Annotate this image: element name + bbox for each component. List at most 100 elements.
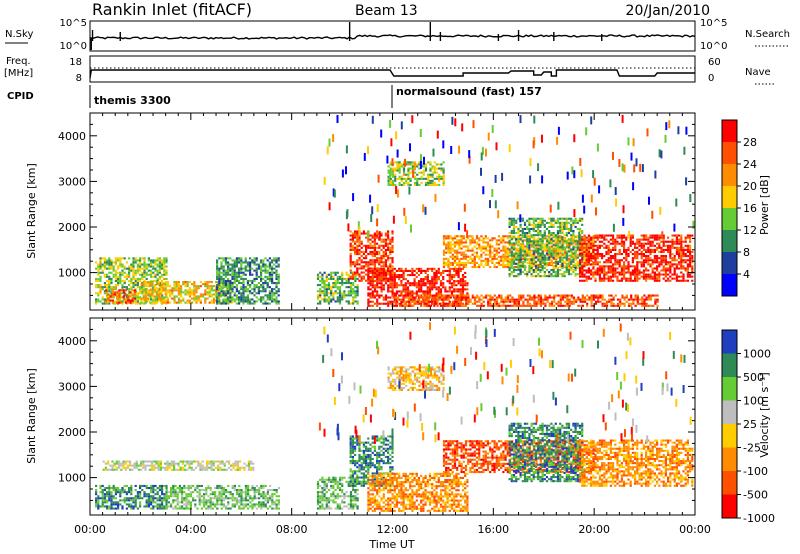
data-cell — [656, 300, 659, 303]
data-cell — [380, 259, 383, 262]
data-cell — [218, 298, 221, 301]
data-cell — [614, 259, 617, 262]
data-cell — [435, 271, 438, 274]
data-cell — [592, 257, 595, 260]
data-cell — [360, 255, 363, 258]
data-cell — [457, 302, 460, 305]
data-cell — [156, 279, 159, 282]
data-cell — [563, 223, 566, 226]
data-cell — [512, 246, 516, 249]
data-cell — [106, 267, 109, 270]
data-cell — [119, 263, 122, 266]
data-cell — [579, 269, 582, 272]
data-cell — [260, 259, 263, 262]
data-cell — [574, 264, 577, 267]
data-cell — [387, 290, 390, 293]
data-cell — [605, 238, 608, 241]
data-cell — [610, 294, 613, 297]
data-cell — [576, 246, 579, 249]
data-cell — [645, 248, 648, 251]
data-cell — [376, 294, 379, 297]
data-cell — [502, 300, 505, 303]
data-cell — [384, 242, 387, 245]
data-cell — [188, 291, 191, 294]
data-cell — [473, 298, 477, 301]
data-cell — [607, 261, 610, 264]
data-cell — [242, 279, 245, 282]
data-cell — [601, 255, 604, 258]
data-cell — [416, 165, 419, 168]
data-cell — [427, 304, 430, 307]
data-cell — [457, 276, 460, 279]
data-cell — [532, 244, 535, 247]
data-cell — [568, 243, 571, 246]
data-cell — [389, 286, 392, 289]
data-cell — [528, 260, 531, 263]
data-cell — [231, 282, 234, 285]
data-cell — [316, 298, 320, 301]
data-cell — [227, 265, 230, 268]
data-cell — [156, 257, 159, 260]
data-cell — [524, 239, 527, 242]
data-cell — [253, 284, 256, 287]
data-cell — [570, 300, 573, 303]
data-cell — [354, 230, 357, 233]
data-cell — [132, 257, 135, 260]
data-cell — [618, 271, 621, 274]
data-cell — [273, 267, 276, 270]
data-cell — [656, 255, 659, 258]
data-cell — [103, 273, 106, 276]
data-cell — [530, 254, 533, 257]
data-cell — [475, 241, 479, 244]
data-cell — [334, 300, 337, 303]
data-cell — [114, 300, 117, 303]
data-cell — [199, 299, 202, 302]
data-cell — [532, 227, 535, 230]
data-cell — [398, 169, 401, 172]
data-cell — [554, 244, 557, 247]
data-cell — [548, 234, 551, 237]
data-cell — [583, 263, 586, 266]
data-cell — [603, 255, 606, 258]
data-cell — [656, 273, 659, 276]
data-cell — [125, 286, 128, 289]
data-cell — [121, 269, 124, 272]
data-cell — [460, 247, 463, 250]
data-cell — [369, 296, 372, 299]
data-cell — [387, 288, 390, 291]
data-cell — [262, 290, 265, 293]
data-cell — [554, 266, 557, 269]
data-cell — [623, 248, 626, 251]
data-cell — [255, 292, 258, 295]
data-cell — [445, 263, 448, 266]
data-cell — [395, 282, 399, 285]
data-cell — [125, 261, 128, 264]
data-cell — [112, 269, 115, 272]
data-cell — [210, 293, 213, 296]
data-cell — [151, 281, 154, 284]
data-cell — [473, 266, 476, 269]
data-cell — [478, 304, 481, 307]
data-cell — [358, 275, 361, 278]
data-cell — [521, 260, 524, 263]
data-cell — [246, 296, 249, 299]
data-cell — [398, 163, 401, 166]
data-cell — [246, 298, 249, 301]
data-cell — [634, 271, 637, 274]
data-cell — [590, 242, 593, 245]
data-cell — [204, 291, 207, 294]
data-cell — [235, 284, 238, 287]
data-cell — [450, 284, 454, 287]
data-cell — [222, 302, 225, 305]
data-cell — [227, 288, 230, 291]
data-cell — [572, 271, 575, 274]
data-cell — [530, 275, 533, 278]
data-cell — [406, 286, 410, 289]
data-cell — [467, 259, 470, 262]
data-cell — [458, 251, 461, 254]
data-cell — [625, 253, 628, 256]
data-cell — [108, 261, 111, 264]
data-cell — [407, 171, 410, 174]
data-cell — [541, 256, 544, 259]
data-cell — [180, 291, 183, 294]
